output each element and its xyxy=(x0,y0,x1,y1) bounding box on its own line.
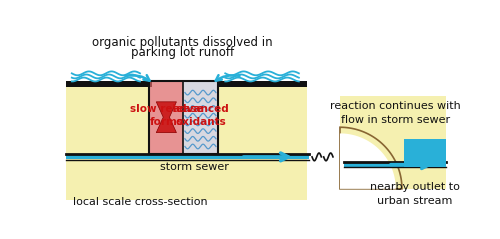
Bar xyxy=(66,81,152,87)
Bar xyxy=(66,81,306,200)
Bar xyxy=(404,139,446,167)
Text: nearby outlet to
urban stream: nearby outlet to urban stream xyxy=(370,182,460,206)
Text: advanced
oxidants: advanced oxidants xyxy=(172,104,229,127)
Bar xyxy=(66,155,309,159)
Text: local scale cross-section: local scale cross-section xyxy=(72,197,208,207)
Bar xyxy=(150,81,218,154)
Bar xyxy=(344,162,442,167)
Polygon shape xyxy=(340,133,396,189)
Bar xyxy=(184,81,218,154)
Polygon shape xyxy=(340,127,402,189)
Text: storm sewer: storm sewer xyxy=(160,162,228,172)
Bar xyxy=(340,97,446,189)
Text: parking lot runoff: parking lot runoff xyxy=(131,46,234,59)
Text: organic pollutants dissolved in: organic pollutants dissolved in xyxy=(92,36,273,49)
Bar xyxy=(150,81,184,154)
Text: slow release
forms: slow release forms xyxy=(130,104,203,127)
Bar xyxy=(214,81,306,87)
Text: reaction continues with
flow in storm sewer: reaction continues with flow in storm se… xyxy=(330,101,461,125)
Polygon shape xyxy=(156,102,176,133)
Bar xyxy=(150,81,218,154)
